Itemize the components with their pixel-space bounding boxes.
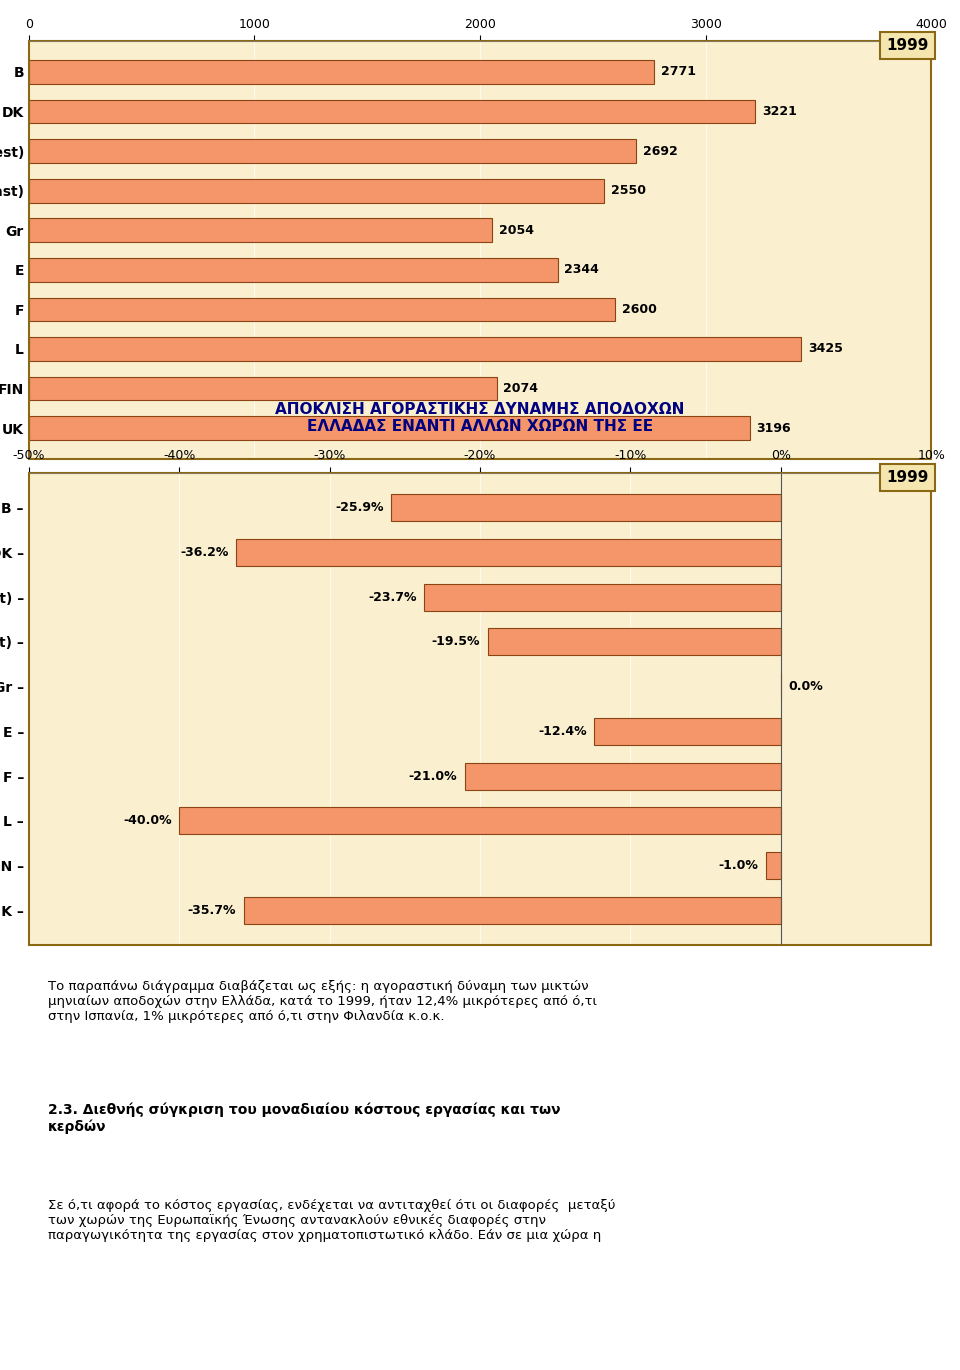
Bar [29, 140, 636, 163]
Text: -40.0%: -40.0% [123, 814, 172, 827]
Text: 1999: 1999 [886, 38, 928, 53]
Title: ΜΙΚΤΕΣ ΜΗΝΙΑΙΕΣ ΑΠΟΔΟΧΕΣ ΜΙΣΘΩΤΩΝ
ΣΤΟΝ ΧΡΗΜΑΤΟΠΙΣΤΩΤΙΚΟ ΤΟΜΕΑ. ΣΕ ΜΑΔ: ΜΙΚΤΕΣ ΜΗΝΙΑΙΕΣ ΑΠΟΔΟΧΕΣ ΜΙΣΘΩΤΩΝ ΣΤΟΝ Χ… [294, 0, 666, 3]
Bar [594, 718, 780, 745]
Text: Το παραπάνω διάγραμμα διαβάζεται ως εξής: η αγοραστική δύναμη των μικτών
μηνιαίω: Το παραπάνω διάγραμμα διαβάζεται ως εξής… [48, 980, 597, 1022]
Text: -21.0%: -21.0% [409, 770, 457, 782]
Text: 2692: 2692 [643, 145, 678, 158]
Bar [29, 60, 654, 84]
Bar [29, 179, 604, 203]
Text: -35.7%: -35.7% [188, 904, 236, 917]
Text: Σε ό,τι αφορά το κόστος εργασίας, ενδέχεται να αντιταχθεί ότι οι διαφορές  μεταξ: Σε ό,τι αφορά το κόστος εργασίας, ενδέχε… [48, 1199, 615, 1241]
Text: 2550: 2550 [611, 184, 646, 197]
Bar [29, 377, 496, 400]
Text: 2054: 2054 [499, 223, 534, 237]
Bar [766, 852, 780, 880]
Bar [424, 584, 780, 611]
Bar [236, 538, 780, 566]
Text: 3221: 3221 [762, 105, 797, 118]
Text: -25.9%: -25.9% [335, 501, 384, 514]
Text: 2.3. Διεθνής σύγκριση του μοναδιαίου κόστους εργασίας και των
κερδών: 2.3. Διεθνής σύγκριση του μοναδιαίου κόσ… [48, 1103, 561, 1134]
Text: 3196: 3196 [756, 422, 791, 434]
Title: ΑΠΟΚΛΙΣΗ ΑΓΟΡΑΣΤΙΚΗΣ ΔΥΝΑΜΗΣ ΑΠΟΔΟΧΩΝ
ΕΛΛΑΔΑΣ ΕΝΑΝΤΙ ΑΛΛΩΝ ΧΩΡΩΝ ΤΗΣ ΕΕ: ΑΠΟΚΛΙΣΗ ΑΓΟΡΑΣΤΙΚΗΣ ΔΥΝΑΜΗΣ ΑΠΟΔΟΧΩΝ ΕΛ… [276, 401, 684, 434]
Text: -12.4%: -12.4% [539, 725, 587, 738]
Text: 0.0%: 0.0% [788, 680, 823, 693]
Bar [180, 807, 780, 834]
Bar [488, 629, 780, 655]
Text: -23.7%: -23.7% [369, 590, 417, 604]
Text: 2074: 2074 [503, 382, 539, 395]
Bar [29, 258, 558, 282]
Bar [392, 495, 780, 521]
Text: -1.0%: -1.0% [718, 859, 758, 873]
Bar [29, 100, 756, 123]
Bar [29, 41, 931, 459]
Text: 2344: 2344 [564, 263, 599, 277]
Bar [29, 337, 802, 360]
Bar [29, 297, 615, 321]
Bar [29, 416, 750, 440]
Text: -19.5%: -19.5% [431, 636, 480, 648]
Bar [29, 218, 492, 242]
Text: -36.2%: -36.2% [180, 545, 228, 559]
Bar [465, 763, 780, 789]
Bar [29, 473, 931, 945]
Text: 2600: 2600 [622, 303, 657, 316]
Text: 3425: 3425 [808, 342, 843, 355]
Bar [244, 897, 780, 923]
Text: 2771: 2771 [660, 66, 696, 78]
Text: 1999: 1999 [886, 470, 928, 485]
